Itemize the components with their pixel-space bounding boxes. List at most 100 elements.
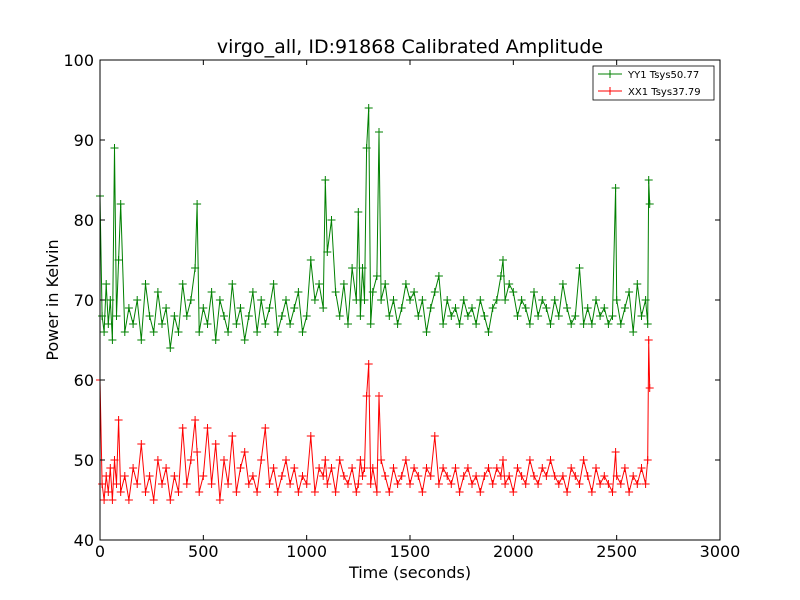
data-point [426,472,435,480]
data-point [354,480,363,488]
data-point [102,472,111,480]
data-point [484,328,493,336]
data-point [261,424,270,432]
data-point [362,392,371,400]
data-point [538,296,547,304]
data-point [116,200,125,208]
data-point [344,320,352,328]
data-point [269,280,278,288]
data-point [521,480,530,488]
data-point [110,144,119,152]
data-point [294,488,303,496]
data-point [331,288,340,296]
data-point [319,304,328,312]
data-point [381,280,390,288]
data-point [368,464,377,472]
data-point [434,272,443,280]
y-tick-label: 90 [74,131,94,150]
data-point [362,144,371,152]
data-point [567,464,576,472]
data-point [306,256,315,264]
data-point [129,464,138,472]
data-point [253,328,262,336]
data-point [106,296,115,304]
data-point [358,264,367,272]
data-point [637,312,646,320]
data-point [120,328,129,336]
legend-label-xx1: XX1 Tsys37.79 [628,87,701,98]
data-point [459,296,468,304]
data-point [579,320,588,328]
data-point [563,488,572,496]
data-point [149,496,158,504]
data-point [207,480,216,488]
data-point [360,296,369,304]
data-point [315,464,324,472]
data-point [612,296,621,304]
data-point [596,312,605,320]
data-point [430,288,439,296]
data-point [110,456,119,464]
data-point [244,480,253,488]
data-point [385,488,394,496]
data-point [162,464,171,472]
data-point [530,288,538,296]
data-point [525,456,534,464]
data-point [211,440,220,448]
data-point [228,432,237,440]
data-point [327,216,336,224]
data-point [323,248,332,256]
data-point [335,456,344,464]
data-point [604,320,613,328]
data-point [509,488,518,496]
data-point [182,480,191,488]
data-point [611,448,620,456]
data-point [637,464,646,472]
data-point [583,304,592,312]
data-point [98,312,107,320]
series-line [99,107,651,349]
data-point [488,480,497,488]
x-axis-label: Time (seconds) [348,563,471,582]
data-point [286,480,295,488]
data-point [443,472,452,480]
data-point [517,296,526,304]
data-point [575,480,584,488]
data-point [455,320,464,328]
data-point [302,480,311,488]
data-point [145,472,154,480]
data-point [319,472,328,480]
data-point [377,456,386,464]
legend-marker-xx1 [606,87,614,95]
data-point [418,488,427,496]
data-point [372,272,381,280]
data-point [306,432,315,440]
data-point [248,288,257,296]
data-point [104,488,113,496]
data-point [381,472,390,480]
data-point [517,472,526,480]
data-point [257,296,266,304]
data-point [315,280,324,288]
data-point [162,304,171,312]
data-point [261,320,270,328]
data-point [191,416,200,424]
data-point [282,296,290,304]
data-point [563,304,572,312]
data-point [290,464,299,472]
data-point [608,312,617,320]
data-point [298,328,307,336]
y-tick-label: 80 [74,211,94,230]
data-point [644,176,653,184]
data-point [286,320,295,328]
data-point [244,312,253,320]
data-point [579,456,588,464]
data-point [277,312,286,320]
data-point [550,472,559,480]
data-point [344,480,352,488]
data-point [331,488,340,496]
data-point [220,312,228,320]
data-point [505,472,514,480]
data-point [430,432,439,440]
